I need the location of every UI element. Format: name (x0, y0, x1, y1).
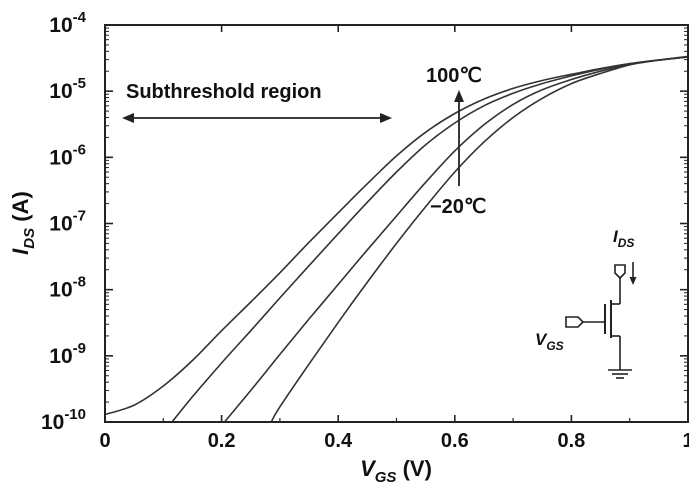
series-line-3 (223, 56, 689, 423)
plot-frame (104, 24, 689, 423)
x-tick-label: 0.8 (557, 430, 585, 452)
transistor-inset: IDS (535, 227, 637, 379)
mosfet-channel-icon (583, 300, 621, 370)
series-line-4 (270, 55, 689, 423)
inset-vgs-label: VGS (535, 330, 564, 353)
y-tick-label: 10-4 (49, 9, 86, 37)
x-tick-label: 1 (682, 430, 689, 452)
series-line-1 (104, 56, 689, 416)
ground-icon (608, 369, 632, 379)
y-tick-label: 10-8 (49, 274, 86, 302)
x-tick-label: 0.4 (324, 430, 353, 452)
y-axis-label: IDS (A) (8, 191, 38, 255)
x-tick-label: 0 (99, 430, 110, 452)
x-tick-label: 0.6 (441, 430, 469, 452)
temp-low-label: −20℃ (430, 196, 486, 218)
subthreshold-double-arrow (122, 113, 392, 123)
series-line-2 (171, 56, 689, 423)
gate-terminal-icon (565, 316, 585, 328)
y-tick-label: 10-5 (49, 75, 86, 103)
x-axis-label: VGS (V) (360, 456, 432, 486)
y-tick-label: 10-6 (49, 141, 86, 169)
subthreshold-label: Subthreshold region (126, 81, 322, 103)
y-tick-label: 10-10 (41, 406, 86, 434)
temp-high-label: 100℃ (426, 65, 482, 87)
inset-ids-label: IDS (613, 227, 634, 250)
y-tick-label: 10-9 (49, 340, 86, 368)
current-arrow-icon (629, 262, 637, 285)
x-tick-label: 0.2 (208, 430, 236, 452)
temperature-arrow (454, 90, 464, 186)
drain-terminal-icon (611, 264, 626, 305)
y-tick-label: 10-7 (49, 208, 86, 236)
